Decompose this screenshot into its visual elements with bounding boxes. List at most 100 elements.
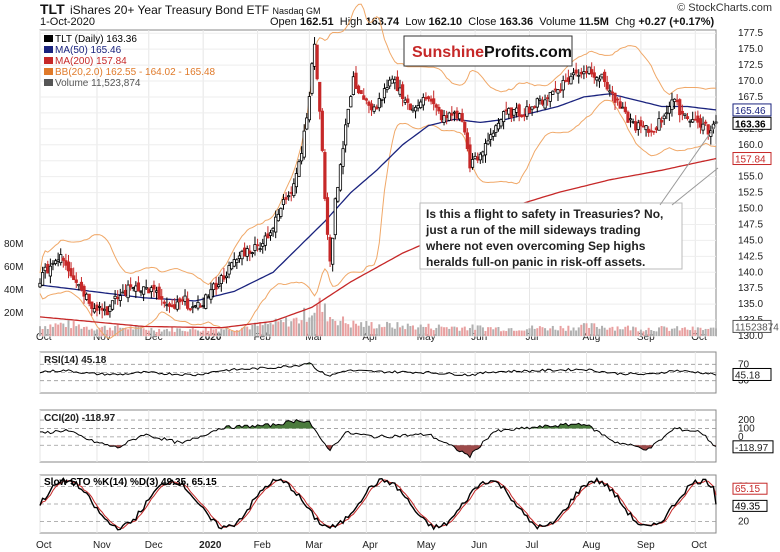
candle-body	[53, 260, 58, 265]
candle-body	[504, 109, 508, 112]
volume-bar	[171, 327, 174, 336]
candle-body	[110, 300, 115, 310]
candle-body	[338, 164, 343, 191]
volume-bar	[80, 328, 83, 336]
candle-body	[193, 305, 198, 308]
candle-body	[507, 108, 511, 115]
volume-tick-2: 60M	[4, 262, 23, 273]
cci-tick-2: 100	[738, 423, 755, 434]
volume-bar	[95, 329, 98, 336]
candle-body	[455, 110, 459, 119]
volume-bar	[375, 328, 378, 336]
volume-bar	[155, 332, 158, 336]
volume-bar	[150, 328, 153, 336]
volume-bar	[572, 327, 575, 336]
candle-body	[116, 297, 120, 300]
volume-bar	[637, 331, 640, 336]
candle-body	[468, 144, 472, 169]
candle-body	[688, 120, 692, 123]
volume-bar	[334, 320, 337, 336]
volume-bar	[487, 327, 490, 336]
volume-bar	[396, 322, 399, 336]
candle-body	[331, 237, 335, 265]
candle-body	[509, 107, 513, 119]
candle-body	[426, 96, 431, 100]
volume-bar	[121, 327, 124, 336]
candle-body	[660, 119, 664, 123]
annotation-pointer	[659, 121, 719, 206]
candle-body	[351, 76, 355, 95]
candle-body	[538, 98, 542, 101]
volume-bar	[285, 317, 288, 336]
volume-bar	[411, 325, 414, 336]
candle-body	[701, 123, 705, 131]
volume-bar	[598, 328, 601, 336]
volume-bar	[608, 327, 611, 336]
volume-bar	[360, 322, 363, 336]
volume-bar	[466, 330, 469, 336]
volume-bar	[308, 317, 311, 336]
volume-bar	[331, 319, 334, 336]
candle-body	[59, 254, 63, 264]
candle-body	[457, 113, 462, 120]
volume-bar	[670, 328, 673, 336]
sto-last-box-0	[732, 482, 768, 495]
x-axis-label-main-1: Nov	[93, 332, 111, 343]
volume-bar	[119, 327, 122, 336]
candle-body	[527, 106, 532, 114]
x-axis-label-bottom-8: Jun	[471, 540, 487, 551]
volume-bar	[660, 326, 663, 336]
volume-bar	[378, 324, 381, 336]
volume-bar	[564, 330, 567, 336]
volume-bar	[694, 330, 697, 336]
volume-bar	[292, 318, 295, 336]
volume-bar	[310, 315, 313, 336]
volume-bar	[246, 326, 249, 336]
candle-body	[546, 97, 550, 100]
volume-bar	[274, 318, 277, 336]
volume-bar	[261, 325, 264, 336]
volume-bar	[523, 330, 526, 336]
volume-bar	[75, 326, 78, 336]
volume-bar	[562, 328, 565, 336]
price-tick-9: 152.5	[738, 188, 763, 199]
volume-bar	[41, 328, 44, 336]
candle-body	[214, 282, 218, 290]
candle-body	[287, 195, 291, 198]
volume-bar	[699, 327, 702, 336]
volume-bar	[259, 322, 262, 336]
brand-logo-part-1: Profits	[484, 44, 535, 61]
volume-bar	[225, 327, 228, 336]
candle-body	[621, 106, 625, 109]
candle-body	[108, 305, 112, 312]
volume-tick-0: 20M	[4, 308, 23, 319]
candle-body	[421, 97, 425, 106]
volume-bar	[427, 323, 430, 336]
volume-bar	[321, 311, 324, 336]
candle-body	[390, 78, 394, 84]
candle-body	[704, 121, 708, 124]
candle-body	[142, 286, 146, 295]
candle-body	[665, 112, 669, 115]
legend-swatch-4	[44, 79, 53, 86]
candle-body	[408, 103, 412, 111]
candle-body	[87, 293, 91, 304]
candle-body	[608, 90, 612, 93]
volume-bar	[538, 326, 541, 336]
candle-body	[375, 106, 379, 110]
candle-body	[92, 308, 96, 313]
candle-body	[473, 155, 477, 160]
volume-bar	[590, 323, 593, 336]
candle-body	[105, 306, 109, 316]
x-axis-label-bottom-1: Nov	[93, 540, 111, 551]
candle-body	[582, 71, 586, 75]
volume-bar	[191, 327, 194, 336]
candle-body	[683, 113, 687, 116]
volume-bar	[316, 304, 319, 336]
x-axis-label-main-4: Feb	[254, 332, 272, 343]
legend-entry-3: BB(20,2.0) 162.55 - 164.02 - 165.48	[55, 67, 216, 78]
volume-bar	[639, 329, 642, 336]
open-value: 162.51	[299, 16, 334, 28]
volume-bar	[354, 323, 357, 336]
candle-body	[587, 66, 591, 74]
